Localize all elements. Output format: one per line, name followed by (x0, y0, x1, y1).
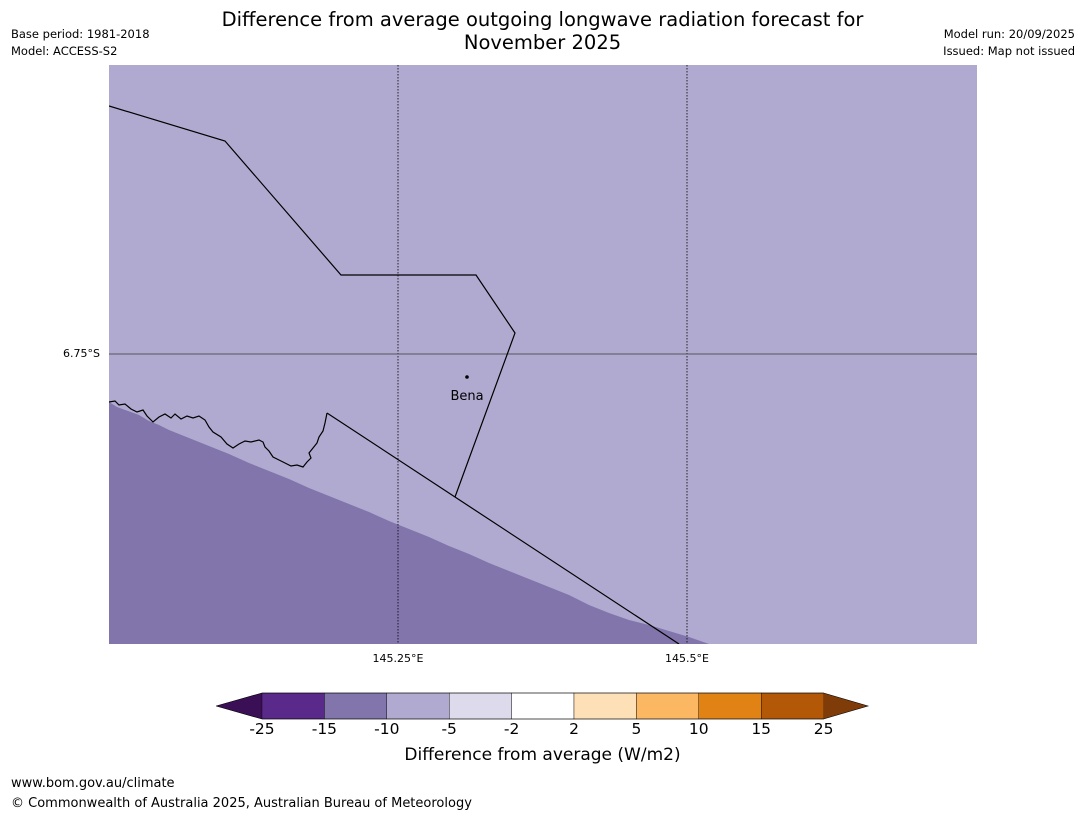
metadata-right: Model run: 20/09/2025 Issued: Map not is… (943, 26, 1075, 60)
metadata-left: Base period: 1981-2018 Model: ACCESS-S2 (11, 26, 150, 60)
colorbar-tick: -10 (374, 720, 400, 738)
colorbar-bin-minus2-2 (511, 692, 575, 720)
map-title-line1: Difference from average outgoing longwav… (221, 8, 864, 31)
colorbar-extend-low (216, 693, 262, 719)
base-period: Base period: 1981-2018 (11, 27, 150, 41)
bena-marker (465, 375, 469, 379)
colorbar-title: Difference from average (W/m2) (404, 745, 681, 765)
colorbar-tick: -25 (249, 720, 275, 738)
map-title: Difference from average outgoing longwav… (0, 8, 1085, 54)
colorbar-bin-minus10-minus5 (386, 692, 450, 720)
colorbar-bin-2-5 (573, 692, 637, 720)
footer-url[interactable]: www.bom.gov.au/climate (11, 776, 175, 791)
colorbar (216, 692, 870, 720)
model-run: Model run: 20/09/2025 (943, 27, 1075, 41)
colorbar-bin-minus15-minus10 (324, 692, 388, 720)
colorbar-bin-minus5-minus2 (448, 692, 512, 720)
colorbar-bin-5-10 (636, 692, 699, 720)
province-boundary-north (109, 105, 516, 498)
colorbar-tick: 2 (569, 720, 579, 738)
colorbar-tick: 10 (688, 720, 709, 738)
map-panel[interactable] (109, 65, 977, 644)
colorbar-tick: -5 (441, 720, 457, 738)
colorbar-bin-15-25 (761, 692, 824, 720)
colorbar-tick: 5 (631, 720, 642, 738)
colorbar-outline (216, 692, 870, 720)
footer-copyright: © Commonwealth of Australia 2025, Austra… (11, 796, 472, 811)
issued-status: Issued: Map not issued (943, 44, 1075, 58)
map-svg (109, 65, 977, 644)
colorbar-tick: -2 (503, 720, 520, 738)
colorbar-extend-high (823, 693, 868, 719)
province-boundary-south (326, 412, 680, 644)
colorbar-tick: 15 (751, 720, 772, 738)
map-title-line2: November 2025 (463, 31, 622, 54)
model-name: Model: ACCESS-S2 (11, 44, 118, 58)
lon-label-145-25e: 145.25°E (372, 652, 424, 665)
lon-label-145-5e: 145.5°E (665, 652, 709, 665)
colorbar-tick: 25 (813, 720, 834, 738)
coastline (109, 400, 328, 468)
colorbar-tick: -15 (311, 720, 338, 738)
lat-label-6-75s: 6.75°S (63, 347, 100, 360)
colorbar-bin-minus25-minus15 (261, 692, 325, 720)
colorbar-bin-10-15 (698, 692, 762, 720)
place-label-bena: Bena (450, 389, 484, 404)
map-lower-category-region (109, 402, 709, 644)
